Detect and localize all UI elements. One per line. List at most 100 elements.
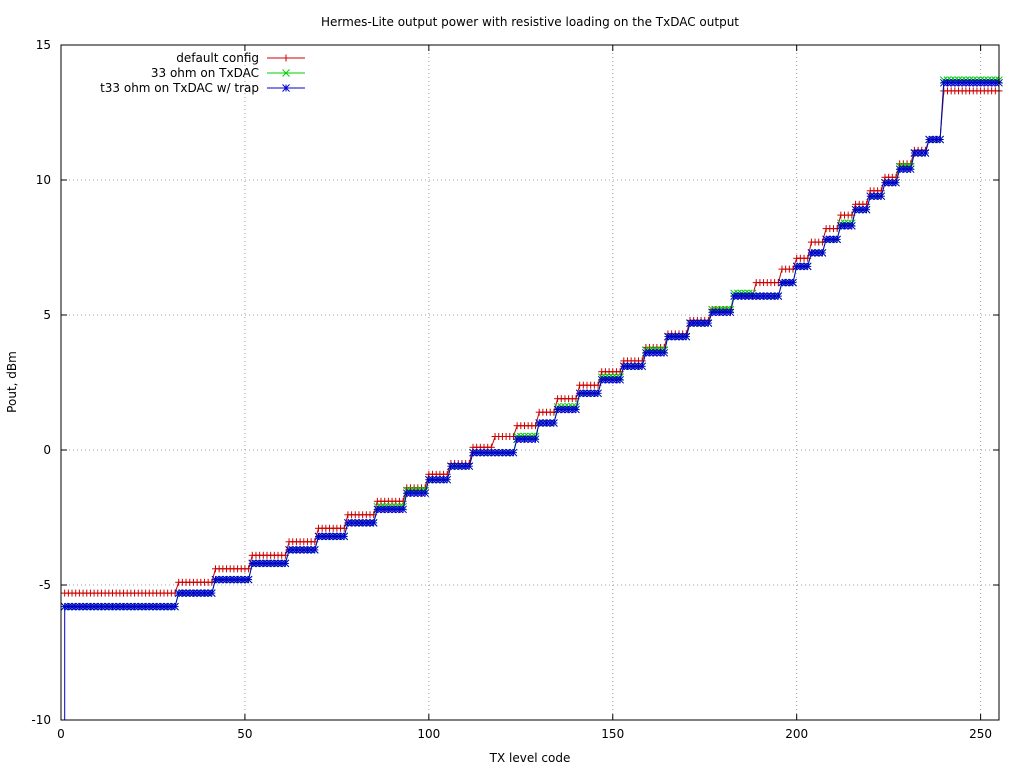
y-tick-label: 15 bbox=[36, 38, 51, 52]
data-point-3 bbox=[237, 575, 246, 584]
data-point-3 bbox=[921, 149, 930, 157]
data-point-3 bbox=[259, 559, 268, 568]
data-point-3 bbox=[281, 559, 290, 568]
data-point-3 bbox=[660, 348, 669, 357]
legend-label-3: t33 ohm on TxDAC w/ trap bbox=[100, 81, 259, 95]
data-point-3 bbox=[196, 589, 205, 597]
data-point-3 bbox=[719, 308, 727, 317]
data-point-3 bbox=[671, 332, 680, 341]
data-point-3 bbox=[68, 602, 76, 611]
data-point-3 bbox=[807, 249, 816, 257]
data-point-3 bbox=[586, 389, 595, 398]
data-point-3 bbox=[204, 589, 212, 597]
data-point-3 bbox=[516, 435, 525, 444]
data-point-3 bbox=[417, 489, 426, 498]
data-point-3 bbox=[848, 222, 856, 230]
data-point-3 bbox=[469, 448, 477, 457]
series-3 bbox=[60, 78, 1003, 720]
data-point-3 bbox=[130, 602, 139, 611]
data-point-3 bbox=[932, 135, 941, 144]
series-1 bbox=[61, 87, 1003, 597]
data-point-3 bbox=[785, 278, 794, 287]
data-point-3 bbox=[241, 575, 249, 584]
data-point-3 bbox=[450, 462, 459, 471]
data-point-3 bbox=[252, 559, 260, 568]
data-point-3 bbox=[976, 78, 985, 87]
y-axis-label: Pout, dBm bbox=[5, 351, 19, 413]
data-point-3 bbox=[748, 292, 757, 300]
data-point-3 bbox=[274, 559, 282, 568]
data-point-3 bbox=[531, 435, 540, 444]
x-tick-label: 150 bbox=[601, 727, 624, 741]
data-point-3 bbox=[149, 602, 157, 611]
data-point-3 bbox=[892, 178, 900, 187]
data-point-3 bbox=[638, 362, 647, 371]
data-point-3 bbox=[910, 149, 919, 157]
data-point-3 bbox=[64, 602, 73, 611]
data-point-3 bbox=[778, 278, 786, 287]
y-tick-label: 10 bbox=[36, 173, 51, 187]
data-point-3 bbox=[277, 559, 286, 568]
data-point-3 bbox=[634, 362, 643, 371]
data-point-3 bbox=[619, 362, 628, 371]
data-point-3 bbox=[987, 78, 996, 87]
data-point-3 bbox=[101, 602, 109, 611]
data-point-3 bbox=[465, 462, 474, 471]
data-point-3 bbox=[171, 602, 179, 611]
data-point-3 bbox=[178, 589, 187, 597]
data-point-3 bbox=[763, 292, 772, 300]
data-point-3 bbox=[888, 178, 897, 187]
data-point-3 bbox=[859, 205, 867, 214]
data-point-3 bbox=[642, 348, 650, 357]
data-point-3 bbox=[564, 405, 573, 414]
data-point-3 bbox=[299, 546, 308, 554]
data-point-3 bbox=[509, 448, 518, 457]
data-point-3 bbox=[925, 135, 933, 144]
data-point-3 bbox=[163, 602, 172, 611]
data-point-3 bbox=[310, 546, 319, 554]
data-point-3 bbox=[351, 519, 360, 527]
data-point-3 bbox=[483, 448, 492, 457]
data-point-3 bbox=[424, 475, 433, 484]
data-point-3 bbox=[870, 192, 878, 201]
data-point-3 bbox=[366, 519, 374, 527]
data-point-3 bbox=[708, 308, 716, 317]
data-point-3 bbox=[601, 375, 610, 384]
data-point-3 bbox=[608, 375, 617, 384]
data-point-3 bbox=[185, 589, 194, 597]
data-point-3 bbox=[873, 192, 882, 201]
data-point-3 bbox=[82, 602, 91, 611]
data-point-3 bbox=[612, 375, 621, 384]
data-point-3 bbox=[447, 462, 455, 471]
data-point-3 bbox=[127, 602, 135, 611]
data-point-3 bbox=[877, 192, 886, 201]
data-point-3 bbox=[973, 78, 981, 87]
data-point-3 bbox=[789, 278, 797, 287]
data-point-3 bbox=[535, 419, 544, 427]
grid-lines bbox=[61, 45, 999, 720]
data-point-3 bbox=[594, 389, 602, 398]
data-point-3 bbox=[704, 319, 713, 327]
data-point-3 bbox=[480, 448, 488, 457]
data-point-3 bbox=[167, 602, 176, 611]
data-point-3 bbox=[689, 319, 698, 327]
chart-title: Hermes-Lite output power with resistive … bbox=[321, 15, 739, 29]
x-tick-label: 0 bbox=[57, 727, 65, 741]
data-point-3 bbox=[248, 559, 257, 568]
data-point-3 bbox=[458, 462, 466, 471]
data-point-3 bbox=[421, 489, 430, 498]
data-point-3 bbox=[156, 602, 165, 611]
data-point-3 bbox=[333, 532, 341, 541]
data-point-3 bbox=[550, 419, 558, 427]
data-point-3 bbox=[796, 262, 805, 271]
data-point-3 bbox=[138, 602, 146, 611]
data-point-3 bbox=[123, 602, 132, 611]
data-point-3 bbox=[314, 532, 323, 541]
data-point-3 bbox=[263, 559, 271, 568]
data-point-3 bbox=[461, 462, 470, 471]
data-point-3 bbox=[141, 602, 150, 611]
series-group bbox=[60, 76, 1003, 720]
data-point-3 bbox=[266, 559, 275, 568]
data-point-3 bbox=[116, 602, 124, 611]
